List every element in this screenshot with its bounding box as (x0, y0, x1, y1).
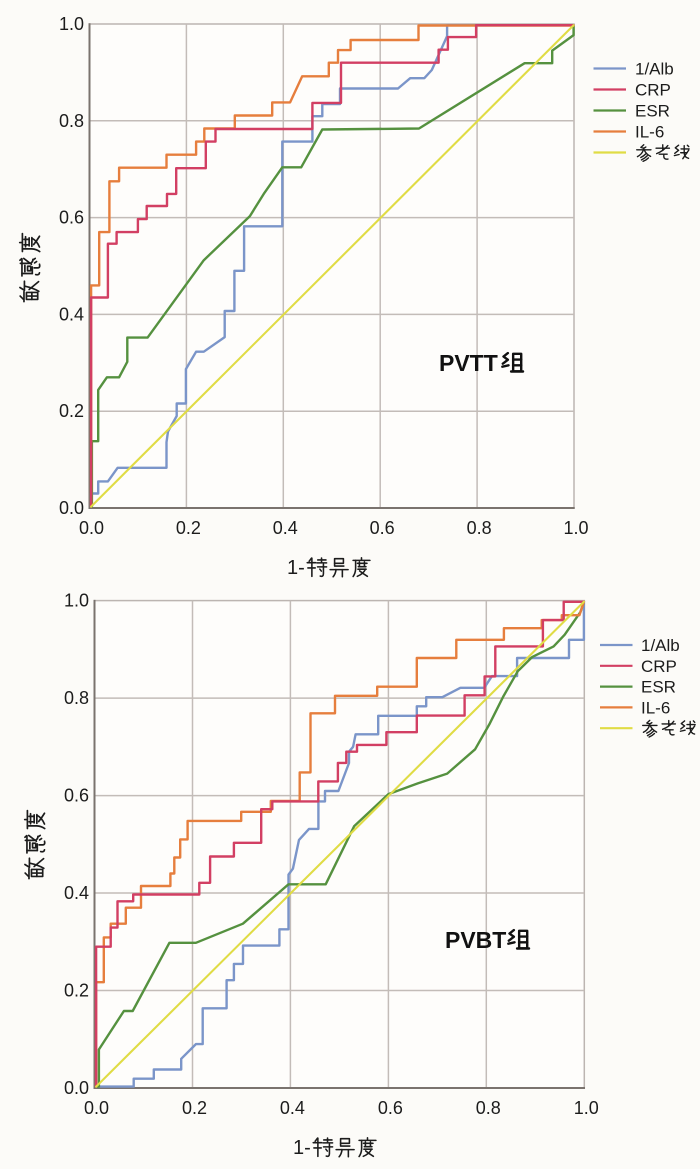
svg-text:0.2: 0.2 (59, 401, 84, 421)
svg-text:0.6: 0.6 (59, 208, 84, 228)
svg-text:0.6: 0.6 (64, 786, 89, 806)
svg-text:0.0: 0.0 (64, 1078, 89, 1098)
svg-text:1.0: 1.0 (574, 1098, 599, 1118)
svg-text:0.4: 0.4 (273, 518, 298, 538)
svg-text:1-: 1- (287, 557, 305, 579)
svg-text:0.6: 0.6 (378, 1098, 403, 1118)
svg-text:0.0: 0.0 (79, 518, 104, 538)
svg-text:0.8: 0.8 (476, 1098, 501, 1118)
svg-text:1/Alb: 1/Alb (635, 60, 674, 79)
svg-text:0.4: 0.4 (280, 1098, 305, 1118)
svg-text:0.0: 0.0 (84, 1098, 109, 1118)
svg-text:CRP: CRP (635, 81, 671, 100)
svg-text:0.6: 0.6 (370, 518, 395, 538)
svg-text:1.0: 1.0 (59, 14, 84, 34)
svg-text:PVBT: PVBT (445, 927, 506, 953)
svg-text:0.2: 0.2 (176, 518, 201, 538)
svg-text:IL-6: IL-6 (635, 123, 664, 142)
svg-text:ESR: ESR (635, 102, 670, 121)
svg-text:1.0: 1.0 (563, 518, 588, 538)
svg-text:ESR: ESR (641, 678, 676, 697)
svg-text:1-: 1- (293, 1137, 311, 1159)
svg-text:0.2: 0.2 (182, 1098, 207, 1118)
svg-text:IL-6: IL-6 (641, 698, 670, 717)
svg-text:0.8: 0.8 (59, 111, 84, 131)
svg-text:0.8: 0.8 (467, 518, 492, 538)
svg-text:0.8: 0.8 (64, 688, 89, 708)
svg-text:1.0: 1.0 (64, 591, 89, 611)
svg-text:CRP: CRP (641, 657, 677, 676)
svg-text:0.0: 0.0 (59, 498, 84, 518)
svg-text:0.4: 0.4 (64, 883, 89, 903)
svg-text:1/Alb: 1/Alb (641, 636, 680, 655)
svg-text:0.4: 0.4 (59, 304, 84, 324)
svg-text:0.2: 0.2 (64, 981, 89, 1001)
svg-text:PVTT: PVTT (439, 350, 498, 376)
